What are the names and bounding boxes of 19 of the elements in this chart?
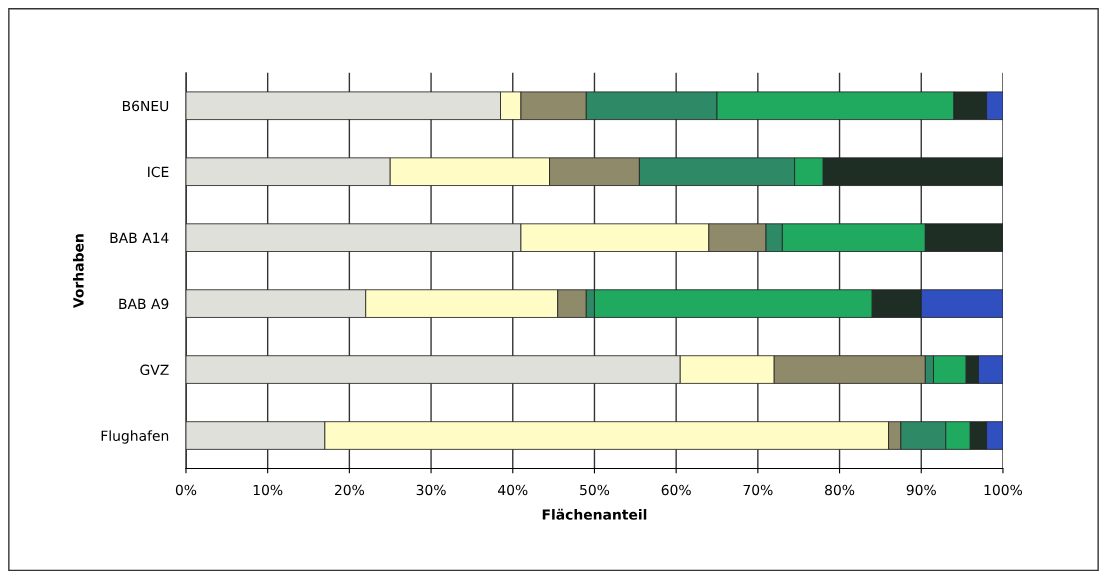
x-tick-label: 80% xyxy=(825,484,855,496)
x-tick-label: 10% xyxy=(253,484,283,496)
x-tick-label: 90% xyxy=(906,484,936,496)
y-tick-label: Flughafen xyxy=(101,430,169,444)
x-tick-label: 60% xyxy=(661,484,691,496)
x-tick-label: 0% xyxy=(175,484,197,496)
y-tick-label: BAB A9 xyxy=(119,298,169,310)
y-tick-label: BAB A14 xyxy=(110,232,169,243)
x-axis-title: Flächenanteil xyxy=(542,508,647,520)
x-tick-label: 20% xyxy=(334,484,365,496)
y-axis-title: Vorhaben xyxy=(72,234,84,309)
x-tick-label: 30% xyxy=(416,484,446,496)
x-tick-label: 100% xyxy=(984,484,1023,496)
y-tick-label: B6NEU xyxy=(122,100,169,112)
x-tick-label: 70% xyxy=(743,484,773,496)
x-tick-label: 40% xyxy=(498,484,528,496)
x-tick-label: 50% xyxy=(580,484,610,496)
y-tick-label: GVZ xyxy=(140,364,169,376)
y-tick-label: ICE xyxy=(148,166,169,178)
